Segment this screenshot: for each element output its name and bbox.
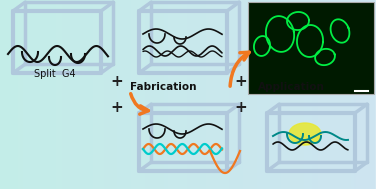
Text: Application: Application bbox=[258, 82, 324, 92]
Text: +: + bbox=[235, 74, 247, 88]
Ellipse shape bbox=[289, 123, 321, 145]
Text: +: + bbox=[111, 99, 123, 115]
Text: +: + bbox=[111, 74, 123, 88]
Text: +: + bbox=[235, 99, 247, 115]
Bar bbox=[248, 2, 374, 94]
Text: Fabrication: Fabrication bbox=[130, 82, 196, 92]
Text: Split  G4: Split G4 bbox=[34, 69, 76, 79]
